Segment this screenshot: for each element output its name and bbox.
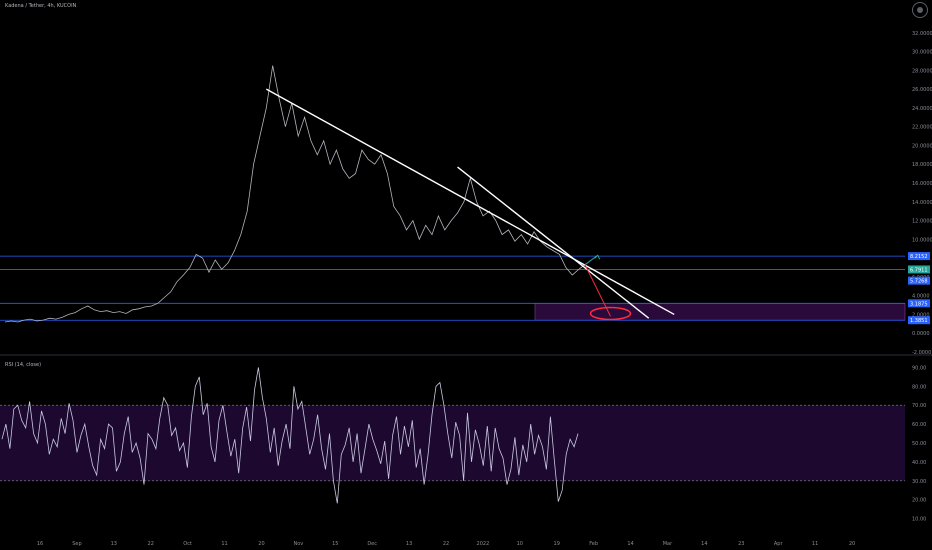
x-tick-label: 22 (148, 541, 154, 547)
rsi-tick-label: 70.00 (912, 403, 926, 409)
x-tick-label: 20 (258, 541, 264, 547)
price-tick-label: 18.0000 (912, 162, 932, 168)
rsi-tick-label: 10.00 (912, 517, 926, 523)
arrow-up-head-icon (594, 254, 601, 260)
price-tick-label: 28.0000 (912, 68, 932, 74)
x-tick-label: Apr (774, 541, 784, 547)
price-label: 5.7268 (910, 279, 928, 285)
x-tick-label: 16 (37, 541, 43, 547)
price-label-box (908, 316, 930, 325)
rsi-panel (0, 367, 905, 504)
price-series-line (4, 65, 586, 323)
price-panel (0, 65, 906, 323)
x-tick-label: 23 (738, 541, 744, 547)
price-tick-label: 10.0000 (912, 237, 932, 243)
x-tick-label: Sep (72, 541, 81, 547)
price-tick-label: 32.0000 (912, 31, 932, 37)
rsi-tick-label: 60.00 (912, 422, 926, 428)
highlight-circle (589, 306, 632, 321)
price-tick-label: 2.0000 (912, 312, 930, 318)
x-tick-label: 13 (406, 541, 412, 547)
x-tick-label: Mar (663, 541, 673, 547)
price-tick-label: 12.0000 (912, 219, 932, 225)
price-tick-label: 26.0000 (912, 87, 932, 93)
rsi-tick-label: 40.00 (912, 460, 926, 466)
price-label-box (908, 252, 930, 261)
x-tick-label: 15 (332, 541, 338, 547)
rsi-tick-label: 30.00 (912, 479, 926, 485)
rsi-tick-label: 50.00 (912, 441, 926, 447)
rsi-tick-label: 20.00 (912, 498, 926, 504)
axes: -2.00000.00002.00004.00006.00008.000010.… (0, 31, 932, 547)
x-tick-label: 13 (111, 541, 117, 547)
chart-title: Kadena / Tether, 4h, KUCOIN (5, 3, 77, 9)
x-tick-label: 11 (221, 541, 227, 547)
rsi-tick-label: 90.00 (912, 365, 926, 371)
tradingview-logo-icon (912, 2, 928, 18)
x-tick-label: Nov (293, 541, 303, 547)
price-tick-label: -2.0000 (912, 350, 931, 356)
price-tick-label: 30.0000 (912, 50, 932, 56)
x-tick-label: 19 (554, 541, 560, 547)
x-tick-label: 2022 (477, 541, 490, 547)
x-tick-label: Oct (183, 541, 192, 547)
rsi-tick-label: 80.00 (912, 384, 926, 390)
price-label: 3.1875 (910, 301, 928, 307)
rsi-title: RSI (14, close) (5, 362, 42, 368)
rsi-series-line (1, 367, 579, 504)
price-label-box (908, 276, 930, 285)
x-tick-label: 14 (701, 541, 707, 547)
price-label: 1.3851 (910, 318, 928, 324)
trendline-1 (457, 166, 650, 319)
trendline-0 (265, 88, 675, 316)
price-label: 8.2152 (910, 254, 928, 260)
price-tick-label: 0.0000 (912, 331, 930, 337)
price-tick-label: 16.0000 (912, 181, 932, 187)
price-tick-label: 22.0000 (912, 125, 932, 131)
price-tick-label: 14.0000 (912, 200, 932, 206)
price-tick-label: 4.0000 (912, 294, 930, 300)
rsi-band (0, 405, 905, 481)
x-tick-label: Feb (589, 541, 598, 547)
price-label-box (908, 299, 930, 308)
x-tick-label: 10 (517, 541, 523, 547)
x-tick-label: 11 (812, 541, 818, 547)
price-label-box (908, 265, 930, 274)
x-tick-label: 14 (627, 541, 633, 547)
price-tick-label: 24.0000 (912, 106, 932, 112)
x-tick-label: Dec (367, 541, 377, 547)
x-tick-label: 20 (849, 541, 855, 547)
price-tick-label: 20.0000 (912, 143, 932, 149)
price-label: 6.7911 (910, 267, 928, 273)
x-tick-label: 22 (443, 541, 449, 547)
